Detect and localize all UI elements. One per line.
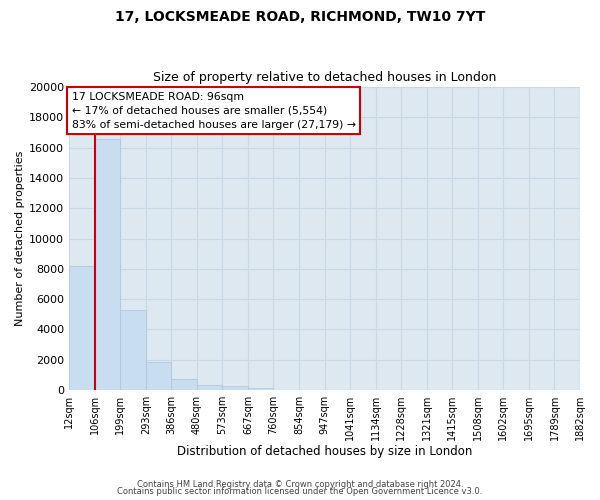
Text: Contains HM Land Registry data © Crown copyright and database right 2024.: Contains HM Land Registry data © Crown c… [137,480,463,489]
Bar [120,310,146,390]
Bar [69,266,95,390]
Title: Size of property relative to detached houses in London: Size of property relative to detached ho… [153,72,496,85]
Bar [146,362,172,390]
Text: 17, LOCKSMEADE ROAD, RICHMOND, TW10 7YT: 17, LOCKSMEADE ROAD, RICHMOND, TW10 7YT [115,10,485,24]
Text: 17 LOCKSMEADE ROAD: 96sqm
← 17% of detached houses are smaller (5,554)
83% of se: 17 LOCKSMEADE ROAD: 96sqm ← 17% of detac… [72,92,356,130]
Y-axis label: Number of detached properties: Number of detached properties [15,151,25,326]
Bar [172,378,197,390]
Bar [248,388,274,390]
Bar [197,386,223,390]
X-axis label: Distribution of detached houses by size in London: Distribution of detached houses by size … [177,444,472,458]
Bar [223,386,248,390]
Text: Contains public sector information licensed under the Open Government Licence v3: Contains public sector information licen… [118,488,482,496]
Bar [95,138,120,390]
